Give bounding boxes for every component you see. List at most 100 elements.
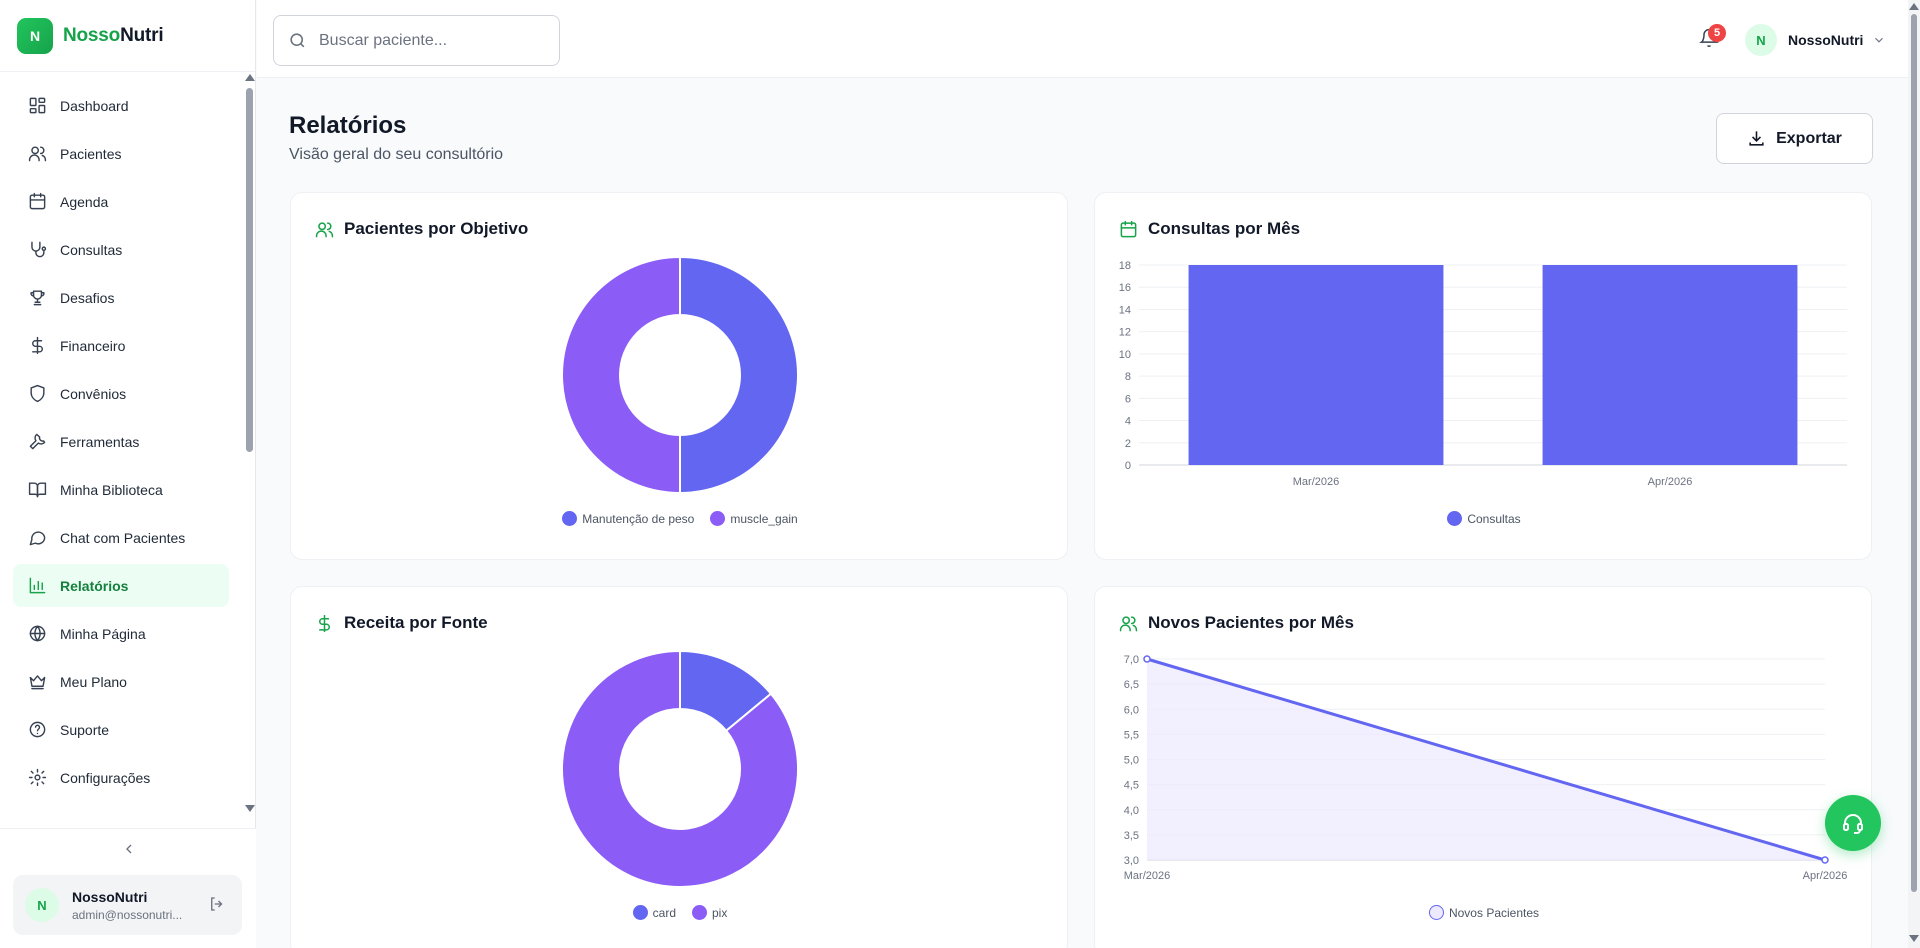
bar-chart-consultas: 0 2 4 6 8 10 12 14 16 18 Mar/2026 Apr/2026 xyxy=(1119,260,1847,488)
y-tick-label: 18 xyxy=(1119,260,1131,272)
sidebar-item-suporte[interactable]: Suporte xyxy=(13,708,229,751)
profile-menu[interactable]: N NossoNutri xyxy=(1745,23,1886,57)
donut-chart-receita xyxy=(561,649,799,888)
sidebar-item-label: Financeiro xyxy=(60,337,126,354)
sidebar-item-desafios[interactable]: Desafios xyxy=(13,276,229,319)
sidebar-item-label: Chat com Pacientes xyxy=(60,529,186,546)
bar[interactable] xyxy=(1188,265,1444,465)
y-tick-label: 14 xyxy=(1119,304,1131,316)
sidebar-item-label: Minha Página xyxy=(60,625,146,642)
sidebar-item-consultas[interactable]: Consultas xyxy=(13,228,229,271)
sidebar-item-convenios[interactable]: Convênios xyxy=(13,372,229,415)
crown-icon xyxy=(29,675,46,690)
chevron-down-icon xyxy=(1875,37,1884,43)
sidebar-item-ferramentas[interactable]: Ferramentas xyxy=(13,420,229,463)
sidebar-item-dashboard[interactable]: Dashboard xyxy=(13,84,229,127)
users-icon xyxy=(315,221,334,237)
scroll-up-arrow-icon[interactable] xyxy=(1909,3,1919,10)
page-scrollbar[interactable] xyxy=(1908,0,1920,948)
legend-item[interactable]: muscle_gain xyxy=(710,511,798,526)
scroll-down-arrow-icon[interactable] xyxy=(245,805,255,812)
export-button[interactable]: Exportar xyxy=(1716,113,1873,164)
legend-item[interactable]: Manutenção de peso xyxy=(562,511,694,526)
shield-icon xyxy=(30,384,45,403)
y-tick-label: 4,5 xyxy=(1124,780,1139,792)
chart-legend: Consultas xyxy=(1095,511,1871,526)
chart-card-objetivo: Pacientes por Objetivo Manutenção de pes… xyxy=(290,192,1068,560)
legend-item[interactable]: Novos Pacientes xyxy=(1428,905,1539,920)
search-box[interactable] xyxy=(273,15,560,66)
legend-item[interactable]: pix xyxy=(692,905,727,920)
wrench-icon xyxy=(29,433,46,450)
sidebar-item-label: Configurações xyxy=(60,769,151,786)
chat-icon xyxy=(29,531,46,546)
chart-card-novos-pacientes: Novos Pacientes por Mês 3,0 3,5 4,0 4,5 5,0 5… xyxy=(1094,586,1872,948)
x-tick-label: Apr/2026 xyxy=(1803,870,1848,882)
y-tick-label: 5,5 xyxy=(1124,729,1139,741)
area-chart-novos-pacientes: 3,0 3,5 4,0 4,5 5,0 5,5 6,0 6,5 7,0 Mar/2026 Apr/2… xyxy=(1124,654,1848,882)
sidebar-item-label: Desafios xyxy=(60,289,115,306)
sidebar-item-label: Ferramentas xyxy=(60,433,140,450)
brand[interactable]: N NossoNutri xyxy=(0,0,255,72)
y-tick-label: 6,5 xyxy=(1124,679,1139,691)
y-tick-label: 6 xyxy=(1125,393,1131,405)
y-tick-label: 2 xyxy=(1125,438,1131,450)
user-email: admin@nossonutri... xyxy=(72,907,183,922)
sidebar-item-biblioteca[interactable]: Minha Biblioteca xyxy=(13,468,229,511)
sidebar-item-label: Convênios xyxy=(60,385,127,402)
pie-slice-0[interactable] xyxy=(679,255,799,495)
pie-slice-1[interactable] xyxy=(561,649,799,888)
chart-legend: card pix xyxy=(291,905,1067,920)
legend-item[interactable]: Consultas xyxy=(1447,511,1521,526)
data-point[interactable] xyxy=(1143,655,1151,663)
sidebar-item-meu-plano[interactable]: Meu Plano xyxy=(13,660,229,703)
pie-slice-1[interactable] xyxy=(561,255,681,495)
sidebar-footer: N NossoNutri admin@nossonutri... xyxy=(0,828,256,948)
scroll-down-arrow-icon[interactable] xyxy=(1909,935,1919,942)
scroll-up-arrow-icon[interactable] xyxy=(245,74,255,81)
scrollbar-thumb[interactable] xyxy=(246,88,253,452)
search-input[interactable] xyxy=(319,31,539,50)
download-icon xyxy=(1749,131,1764,146)
sidebar-item-configuracoes[interactable]: Configurações xyxy=(13,756,229,799)
sidebar: N NossoNutri Dashboard Pacientes Agenda … xyxy=(0,0,256,948)
sidebar-item-pacientes[interactable]: Pacientes xyxy=(13,132,229,175)
bar[interactable] xyxy=(1542,265,1798,465)
sidebar-scrollbar[interactable] xyxy=(245,72,255,820)
search-icon xyxy=(290,33,305,48)
y-tick-label: 0 xyxy=(1125,460,1131,472)
collapse-sidebar-button[interactable] xyxy=(119,839,139,859)
sidebar-item-label: Pacientes xyxy=(60,145,122,162)
data-point[interactable] xyxy=(1821,856,1829,864)
avatar: N xyxy=(25,888,59,922)
dashboard-icon xyxy=(29,97,46,114)
page-title: Relatórios xyxy=(289,112,407,139)
scrollbar-thumb[interactable] xyxy=(1911,14,1917,892)
y-tick-label: 12 xyxy=(1119,327,1131,339)
sidebar-item-minha-pagina[interactable]: Minha Página xyxy=(13,612,229,655)
brand-name: NossoNutri xyxy=(63,24,164,46)
chevron-left-icon xyxy=(126,844,132,854)
sidebar-item-financeiro[interactable]: Financeiro xyxy=(13,324,229,367)
x-tick-label: Mar/2026 xyxy=(1124,870,1170,882)
sidebar-item-agenda[interactable]: Agenda xyxy=(13,180,229,223)
sidebar-item-relatorios[interactable]: Relatórios xyxy=(13,564,229,607)
logout-button[interactable] xyxy=(208,895,228,915)
chart-legend: Novos Pacientes xyxy=(1095,905,1871,920)
series-line xyxy=(1146,657,1826,862)
sidebar-item-label: Agenda xyxy=(60,193,109,210)
logout-icon xyxy=(211,897,223,911)
headset-icon xyxy=(1843,814,1863,834)
donut-chart-objetivo xyxy=(561,255,799,495)
user-card: N NossoNutri admin@nossonutri... xyxy=(13,875,242,935)
legend-item[interactable]: card xyxy=(632,905,676,920)
sidebar-item-label: Minha Biblioteca xyxy=(60,481,163,498)
book-icon xyxy=(28,482,47,498)
y-tick-label: 3,5 xyxy=(1124,830,1139,842)
sidebar-item-chat[interactable]: Chat com Pacientes xyxy=(13,516,229,559)
support-chat-button[interactable] xyxy=(1825,795,1881,851)
y-tick-label: 4,0 xyxy=(1124,805,1139,817)
notification-badge: 5 xyxy=(1708,24,1726,42)
trophy-icon xyxy=(30,290,45,306)
y-tick-label: 7,0 xyxy=(1124,654,1139,666)
